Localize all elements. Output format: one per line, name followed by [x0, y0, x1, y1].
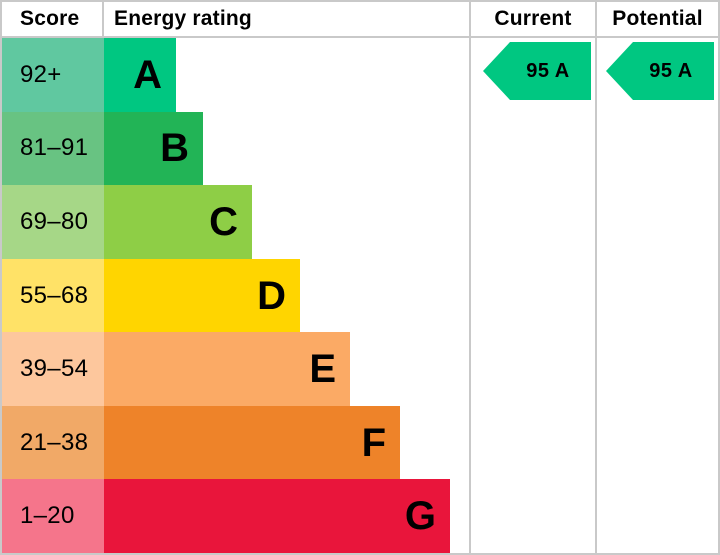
band-bar-d: D: [104, 258, 300, 333]
rating-table: Score Energy rating 92+ A 81–91 B 69–80 …: [2, 2, 469, 553]
band-bar-c: C: [104, 185, 252, 259]
score-range-c: 69–80: [2, 185, 104, 259]
potential-rating-arrow: 95 A: [606, 42, 714, 100]
score-range-f: 21–38: [2, 405, 104, 480]
band-bar-a: A: [104, 38, 176, 112]
potential-column-header: Potential: [597, 2, 718, 38]
current-rating-arrow: 95 A: [483, 42, 591, 100]
score-range-a: 92+: [2, 38, 104, 112]
current-column-header: Current: [471, 2, 595, 38]
band-bar-e: E: [104, 332, 350, 406]
score-range-e: 39–54: [2, 332, 104, 406]
potential-arrow-wrap: 95 A: [597, 38, 718, 100]
band-row-d: 55–68 D: [2, 258, 469, 333]
score-range-d: 55–68: [2, 258, 104, 333]
band-row-e: 39–54 E: [2, 332, 469, 406]
current-column: Current 95 A: [469, 2, 595, 553]
score-range-b: 81–91: [2, 111, 104, 186]
potential-column: Potential 95 A: [595, 2, 718, 553]
band-row-c: 69–80 C: [2, 185, 469, 259]
band-bar-g: G: [104, 479, 450, 553]
band-bar-b: B: [104, 111, 203, 186]
score-range-g: 1–20: [2, 479, 104, 553]
band-row-g: 1–20 G: [2, 479, 469, 553]
current-arrow-wrap: 95 A: [471, 38, 595, 100]
table-header-row: Score Energy rating: [2, 2, 469, 38]
score-column-header: Score: [2, 2, 104, 36]
band-row-b: 81–91 B: [2, 111, 469, 186]
band-row-f: 21–38 F: [2, 405, 469, 480]
band-bar-f: F: [104, 405, 400, 480]
energy-rating-column-header: Energy rating: [114, 7, 252, 30]
band-row-a: 92+ A: [2, 38, 469, 112]
